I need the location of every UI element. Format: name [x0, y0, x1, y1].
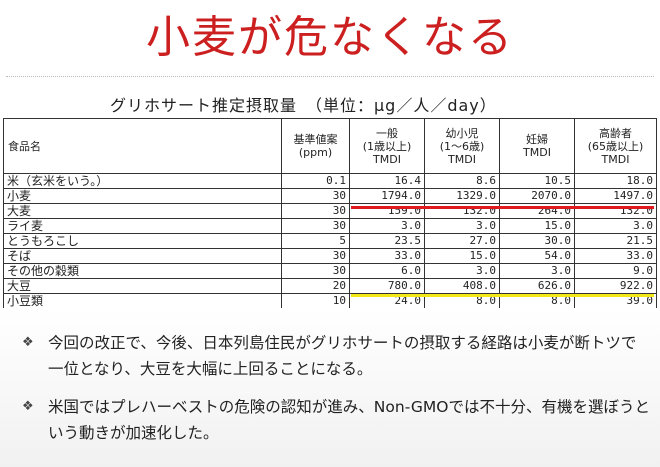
- bullet-item: ❖ 米国ではプレハーベストの危険の認知が進み、Non-GMOでは不十分、有機を選…: [20, 394, 650, 446]
- cell-base: 30: [281, 218, 350, 234]
- table-row: ライ麦 30 3.0 3.0 15.0 3.0: [3, 218, 657, 234]
- bullet-item: ❖ 今回の改正で、今後、日本列島住民がグリホサートの摂取する経路は小麦が断トツで…: [20, 330, 650, 382]
- table-caption: グリホサート推定摂取量 （単位：μg／人／day）: [110, 96, 497, 115]
- cell-base: 30: [281, 203, 350, 219]
- cell-elderly: 1497.0: [574, 188, 657, 204]
- cell-food: 米（玄米をいう。）: [3, 173, 282, 189]
- cell-pregnant: 2070.0: [499, 188, 575, 204]
- cell-general: 6.0: [349, 263, 425, 279]
- table-row: 大豆 20 780.0 408.0 626.0 922.0: [3, 278, 657, 294]
- cell-base: 20: [281, 278, 350, 294]
- cell-pregnant: 54.0: [499, 248, 575, 264]
- cell-pregnant: 30.0: [499, 233, 575, 249]
- bullet-text: 今回の改正で、今後、日本列島住民がグリホサートの摂取する経路は小麦が断トツで一位…: [48, 334, 637, 378]
- table-header-row: 食品名 基準値案 (ppm) 一般 (1歳以上) TMDI 幼小児 (1～6歳) TMDI…: [3, 118, 657, 174]
- cell-base: 5: [281, 233, 350, 249]
- header-base: 基準値案 (ppm): [281, 118, 350, 174]
- bullet-list: ❖ 今回の改正で、今後、日本列島住民がグリホサートの摂取する経路は小麦が断トツで…: [20, 330, 650, 458]
- cell-pregnant: 10.5: [499, 173, 575, 189]
- header-pregnant: 妊婦 TMDI: [499, 118, 575, 174]
- cell-elderly: 21.5: [574, 233, 657, 249]
- cell-elderly: 922.0: [574, 278, 657, 294]
- cell-general: 33.0: [349, 248, 425, 264]
- cell-child: 1329.0: [424, 188, 500, 204]
- cell-food: 大豆: [3, 278, 282, 294]
- cell-base: 10: [281, 293, 350, 308]
- table-row: 小麦 30 1794.0 1329.0 2070.0 1497.0: [3, 188, 657, 204]
- diamond-bullet-icon: ❖: [22, 335, 34, 350]
- table-row: そば 30 33.0 15.0 54.0 33.0: [3, 248, 657, 264]
- cell-food: とうもろこし: [3, 233, 282, 249]
- cell-general: 1794.0: [349, 188, 425, 204]
- soy-highlight-line: [351, 294, 654, 297]
- header-general: 一般 (1歳以上) TMDI: [349, 118, 425, 174]
- cell-general: 3.0: [349, 218, 425, 234]
- cell-pregnant: 626.0: [499, 278, 575, 294]
- header-child: 幼小児 (1～6歳) TMDI: [424, 118, 500, 174]
- cell-base: 30: [281, 263, 350, 279]
- glyphosate-intake-table: 食品名 基準値案 (ppm) 一般 (1歳以上) TMDI 幼小児 (1～6歳) TMDI…: [3, 118, 657, 308]
- cell-pregnant: 3.0: [499, 263, 575, 279]
- cell-elderly: 18.0: [574, 173, 657, 189]
- cell-food: そば: [3, 248, 282, 264]
- cell-child: 8.6: [424, 173, 500, 189]
- cell-general: 16.4: [349, 173, 425, 189]
- cell-food: 小豆類: [3, 293, 282, 308]
- cell-food: 小麦: [3, 188, 282, 204]
- cell-base: 30: [281, 188, 350, 204]
- cell-elderly: 33.0: [574, 248, 657, 264]
- header-food: 食品名: [3, 118, 282, 174]
- cell-food: その他の穀類: [3, 263, 282, 279]
- cell-elderly: 9.0: [574, 263, 657, 279]
- table-row: 米（玄米をいう。） 0.1 16.4 8.6 10.5 18.0: [3, 173, 657, 189]
- title-divider: [6, 76, 654, 77]
- slide-title: 小麦が危なくなる: [146, 12, 514, 63]
- cell-child: 27.0: [424, 233, 500, 249]
- cell-food: 大麦: [3, 203, 282, 219]
- table-row: その他の穀類 30 6.0 3.0 3.0 9.0: [3, 263, 657, 279]
- cell-child: 15.0: [424, 248, 500, 264]
- diamond-bullet-icon: ❖: [22, 399, 34, 414]
- cell-general: 23.5: [349, 233, 425, 249]
- cell-base: 30: [281, 248, 350, 264]
- cell-general: 780.0: [349, 278, 425, 294]
- table-body: 米（玄米をいう。） 0.1 16.4 8.6 10.5 18.0 小麦 30 1794.0 132…: [3, 173, 657, 308]
- cell-child: 408.0: [424, 278, 500, 294]
- intake-table-container: 食品名 基準値案 (ppm) 一般 (1歳以上) TMDI 幼小児 (1～6歳) TMDI…: [3, 118, 657, 308]
- cell-child: 3.0: [424, 263, 500, 279]
- cell-pregnant: 15.0: [499, 218, 575, 234]
- table-row: とうもろこし 5 23.5 27.0 30.0 21.5: [3, 233, 657, 249]
- cell-child: 3.0: [424, 218, 500, 234]
- wheat-highlight-line: [351, 206, 654, 209]
- cell-food: ライ麦: [3, 218, 282, 234]
- header-elderly: 高齢者 (65歳以上) TMDI: [574, 118, 657, 174]
- bullet-text: 米国ではプレハーベストの危険の認知が進み、Non-GMOでは不十分、有機を選ぼう…: [48, 398, 650, 442]
- cell-base: 0.1: [281, 173, 350, 189]
- cell-elderly: 3.0: [574, 218, 657, 234]
